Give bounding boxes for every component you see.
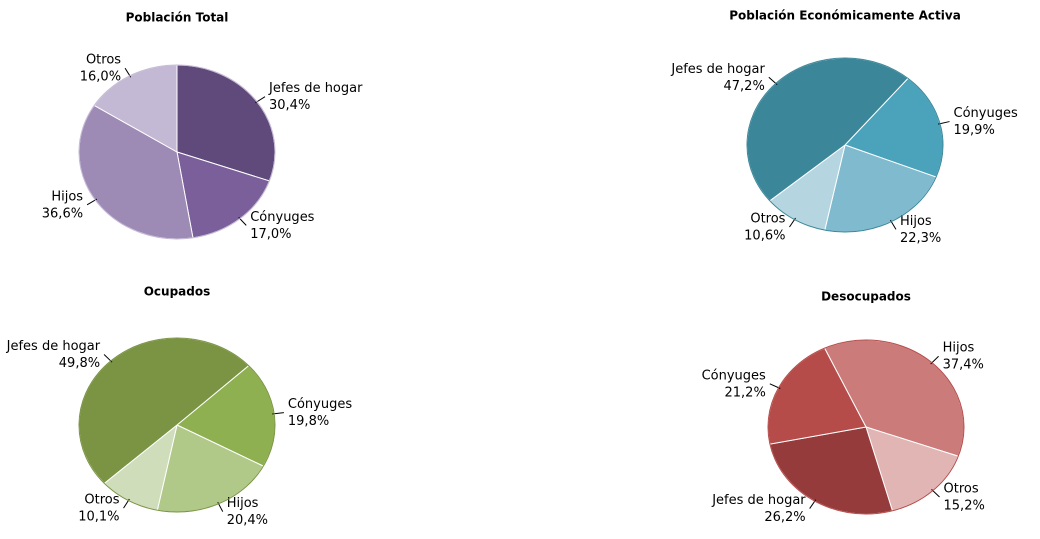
- slice-value-label: 17,0%: [250, 227, 291, 242]
- slice-category: Otros: [750, 212, 785, 227]
- slice-category: Jefes de hogar: [670, 62, 765, 77]
- slice-value-label: 15,2%: [944, 498, 985, 513]
- slice-value-label: 19,8%: [288, 414, 329, 429]
- slice-value-label: 26,2%: [764, 510, 805, 525]
- slice-value-label: 49,8%: [59, 356, 100, 371]
- slice-value-label: 22,3%: [900, 231, 941, 246]
- slice-value-label: 37,4%: [943, 358, 984, 373]
- slice-category: Cónyuges: [250, 210, 314, 225]
- slice-category: Otros: [84, 493, 119, 508]
- slice-value-label: 10,6%: [744, 229, 785, 244]
- chart-title: Población Económicamente Activa: [729, 9, 961, 23]
- slice-value-label: 36,6%: [42, 206, 83, 221]
- slice-value-label: 10,1%: [78, 510, 119, 525]
- slice-category: Hijos: [900, 214, 932, 229]
- slice-category: Jefes de hogar: [6, 339, 101, 354]
- chart-title: Población Total: [126, 11, 229, 25]
- slice-category: Hijos: [51, 189, 83, 204]
- slice-value-label: 21,2%: [725, 385, 766, 400]
- slice-value-label: 30,4%: [269, 98, 310, 113]
- pie-outline: [767, 339, 965, 515]
- slice-category: Jefes de hogar: [711, 493, 806, 508]
- slice-category: Cónyuges: [288, 397, 352, 412]
- slice-category: Otros: [86, 53, 121, 68]
- pie-outline: [78, 64, 276, 240]
- slice-value-label: 20,4%: [227, 513, 268, 528]
- slice-value-label: 16,0%: [80, 70, 121, 85]
- slice-category: Jefes de hogar: [268, 81, 363, 96]
- slice-category: Hijos: [943, 341, 975, 356]
- chart-title: Desocupados: [821, 290, 911, 304]
- slice-value-label: 19,9%: [954, 123, 995, 138]
- slice-category: Hijos: [227, 496, 259, 511]
- chart-title: Ocupados: [144, 285, 211, 299]
- slice-category: Cónyuges: [702, 368, 766, 383]
- pie-outline: [78, 337, 276, 513]
- slice-category: Otros: [944, 481, 979, 496]
- slice-value-label: 47,2%: [724, 79, 765, 94]
- slice-category: Cónyuges: [954, 106, 1018, 121]
- pie-outline: [746, 57, 944, 233]
